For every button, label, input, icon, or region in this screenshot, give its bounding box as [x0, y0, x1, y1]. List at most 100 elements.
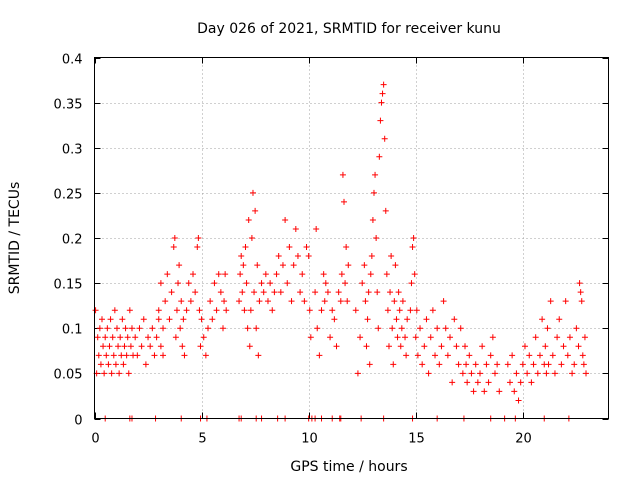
data-point	[519, 361, 526, 368]
data-point	[408, 280, 415, 287]
data-point	[403, 352, 410, 359]
data-point	[481, 388, 488, 395]
data-point	[517, 379, 524, 386]
data-point	[395, 289, 402, 296]
data-point	[271, 289, 278, 296]
data-point	[251, 289, 258, 296]
data-point	[385, 343, 392, 350]
data-point	[440, 298, 447, 305]
data-point	[361, 262, 368, 269]
data-point	[273, 271, 280, 278]
data-point	[181, 352, 188, 359]
data-point	[381, 135, 388, 142]
data-point	[120, 361, 127, 368]
data-point	[168, 289, 175, 296]
data-point	[509, 352, 516, 359]
data-point	[462, 343, 469, 350]
data-point	[411, 271, 418, 278]
data-point	[115, 343, 122, 350]
data-point	[305, 253, 312, 260]
data-point	[299, 271, 306, 278]
data-point	[463, 361, 470, 368]
data-point	[258, 280, 265, 287]
data-points	[92, 81, 590, 422]
data-point	[366, 361, 373, 368]
data-point	[100, 343, 107, 350]
data-point	[256, 298, 263, 305]
data-point	[392, 262, 399, 269]
data-point	[123, 352, 130, 359]
data-point	[172, 334, 179, 341]
data-point	[530, 361, 537, 368]
data-point	[316, 352, 323, 359]
data-point	[192, 289, 199, 296]
data-point	[94, 334, 101, 341]
data-point	[542, 343, 549, 350]
data-point	[377, 117, 384, 124]
data-point	[359, 280, 366, 287]
plot-frame	[94, 57, 609, 419]
data-point	[220, 325, 226, 332]
data-point	[104, 325, 111, 332]
data-point	[252, 207, 259, 214]
data-point	[449, 379, 456, 386]
data-point	[368, 253, 375, 260]
data-point	[511, 388, 518, 395]
data-point	[110, 352, 117, 359]
data-point	[543, 370, 550, 377]
data-point	[352, 307, 359, 314]
data-point	[327, 334, 334, 341]
data-point	[242, 244, 249, 251]
data-point	[241, 307, 248, 314]
data-point	[207, 298, 214, 305]
data-point	[380, 81, 387, 88]
data-point	[393, 316, 400, 323]
data-point	[243, 280, 250, 287]
y-tick-label: 0.2	[62, 233, 83, 248]
data-point	[455, 361, 462, 368]
data-point	[414, 352, 421, 359]
x-tick-label: 5	[198, 432, 206, 447]
data-point	[402, 334, 409, 341]
data-point	[583, 370, 590, 377]
data-point	[176, 262, 183, 269]
data-point	[117, 334, 124, 341]
data-point	[275, 253, 282, 260]
data-point	[515, 397, 522, 404]
data-point	[171, 235, 178, 241]
data-point	[470, 388, 477, 395]
data-point	[157, 343, 164, 350]
data-point	[547, 298, 554, 305]
data-point	[506, 379, 513, 386]
data-point	[338, 271, 345, 278]
data-point	[453, 343, 460, 350]
data-point	[444, 352, 451, 359]
data-point	[262, 271, 269, 278]
data-point	[345, 262, 352, 269]
data-point	[153, 334, 160, 341]
data-point	[277, 289, 284, 296]
data-point	[324, 289, 331, 296]
data-point	[341, 198, 348, 205]
data-point	[331, 316, 338, 323]
y-axis-label: SRMTID / TECUs	[7, 182, 23, 295]
data-point	[198, 316, 205, 323]
data-point	[103, 352, 110, 359]
data-point	[245, 216, 252, 223]
data-point	[513, 370, 520, 377]
data-point	[236, 298, 243, 305]
data-point	[383, 271, 390, 278]
data-point	[554, 334, 561, 341]
data-point	[175, 280, 182, 287]
data-point	[282, 216, 289, 223]
data-point	[536, 352, 543, 359]
data-point	[534, 370, 541, 377]
data-point	[421, 343, 428, 350]
data-point	[255, 352, 262, 359]
data-point	[95, 352, 102, 359]
data-point	[157, 280, 164, 287]
data-point	[556, 316, 563, 323]
data-point	[170, 244, 177, 251]
data-point	[577, 289, 584, 296]
